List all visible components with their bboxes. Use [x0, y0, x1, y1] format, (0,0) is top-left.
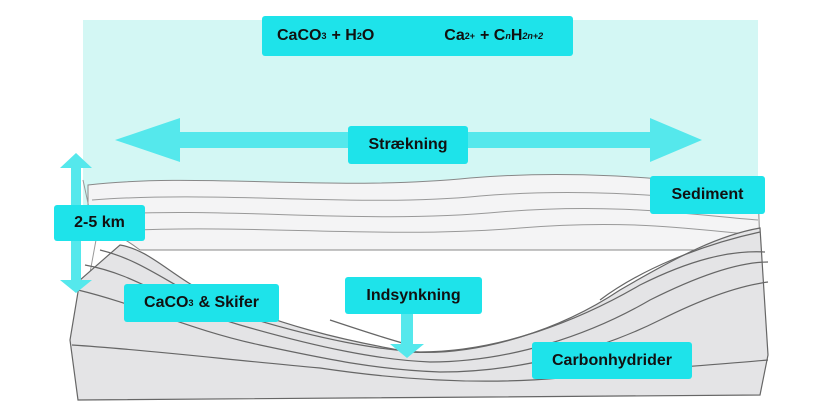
hydrocarbons-label: Carbonhydrider [532, 342, 692, 379]
subsidence-down-arrow [390, 310, 424, 358]
carbonate-prefix: CaCO [144, 294, 189, 311]
subsidence-label: Indsynkning [345, 277, 482, 314]
carbonate-shale-label: CaCO 3 & Skifer [124, 284, 279, 322]
equation-product-h: H [510, 27, 523, 44]
equation-plus-c: + C [480, 27, 506, 44]
sediment-label: Sediment [650, 176, 765, 214]
sediment-layers [87, 174, 761, 251]
stretching-label: Strækning [348, 126, 468, 164]
equation-plus-h: + H [331, 27, 357, 44]
basin-layer-line [599, 231, 761, 301]
depth-label: 2-5 km [54, 205, 145, 241]
equation-product-ca: Ca [444, 27, 465, 44]
equation-water-o: O [361, 27, 375, 44]
basin-layer-line [77, 281, 769, 373]
sediment-line [99, 223, 761, 236]
equation-reactant-caco3: CaCO [277, 27, 322, 44]
carbonate-suffix: & Skifer [198, 294, 259, 311]
